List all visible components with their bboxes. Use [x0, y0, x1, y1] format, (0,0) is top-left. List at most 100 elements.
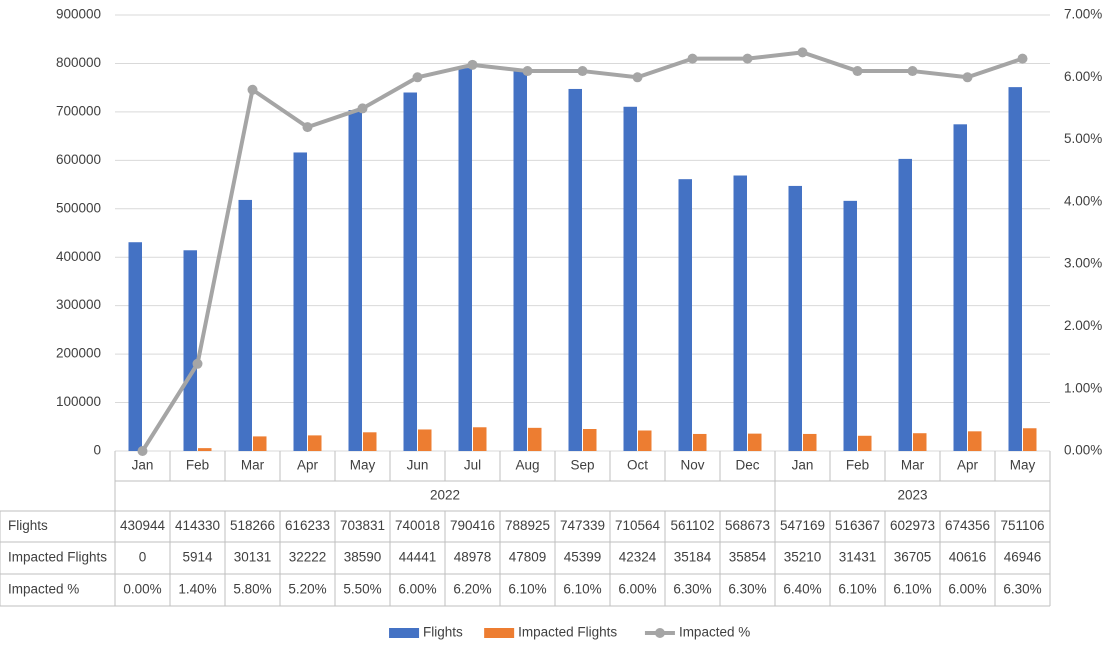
table-cell: 45399 — [564, 550, 602, 565]
line-marker — [577, 66, 588, 77]
legend-label: Impacted % — [679, 625, 750, 640]
table-cell: 788925 — [505, 518, 550, 533]
x-tick-label: Apr — [957, 458, 979, 473]
table-cell: 740018 — [395, 518, 440, 533]
y-tick-label: 300000 — [56, 297, 101, 312]
y-tick-label: 0 — [93, 443, 101, 458]
bar — [913, 433, 927, 451]
table-row-header: Impacted % — [8, 582, 79, 597]
bar — [238, 199, 252, 451]
table-cell: 5.80% — [233, 582, 271, 597]
table-cell: 0.00% — [123, 582, 161, 597]
table-cell: 747339 — [560, 518, 605, 533]
table-cell: 32222 — [289, 550, 327, 565]
table-cell: 6.10% — [838, 582, 876, 597]
x-tick-label: Sep — [570, 458, 594, 473]
bar — [293, 152, 307, 451]
table-cell: 6.10% — [893, 582, 931, 597]
bar — [748, 433, 762, 451]
bar — [733, 175, 747, 451]
y2-tick-label: 2.00% — [1064, 318, 1102, 333]
legend-label: Flights — [423, 625, 463, 640]
table-cell: 42324 — [619, 550, 657, 565]
table-cell: 6.30% — [673, 582, 711, 597]
group-label: 2023 — [897, 488, 927, 503]
bar — [898, 158, 912, 452]
bar — [363, 432, 377, 451]
table-cell: 6.10% — [563, 582, 601, 597]
table-cell: 616233 — [285, 518, 330, 533]
bar — [403, 92, 417, 452]
table-cell: 5.20% — [288, 582, 326, 597]
table-cell: 44441 — [399, 550, 437, 565]
x-tick-label: Mar — [241, 458, 265, 473]
table-cell: 710564 — [615, 518, 661, 533]
y2-tick-label: 7.00% — [1064, 7, 1102, 22]
bar — [953, 124, 967, 451]
line-marker — [632, 72, 643, 83]
table-cell: 518266 — [230, 518, 275, 533]
table-cell: 6.10% — [508, 582, 546, 597]
table-cell: 0 — [139, 550, 147, 565]
line-marker — [742, 53, 753, 64]
x-tick-label: Jan — [792, 458, 814, 473]
y2-tick-label: 1.00% — [1064, 380, 1102, 395]
y-tick-label: 400000 — [56, 249, 101, 264]
table-cell: 46946 — [1004, 550, 1042, 565]
table-cell: 602973 — [890, 518, 935, 533]
legend-swatch — [389, 628, 420, 638]
line-marker — [962, 72, 973, 83]
table-cell: 547169 — [780, 518, 825, 533]
x-tick-label: Feb — [846, 458, 869, 473]
bar — [253, 436, 267, 451]
table-cell: 430944 — [120, 518, 166, 533]
bar — [528, 427, 542, 451]
y-tick-label: 600000 — [56, 152, 101, 167]
line-marker — [302, 122, 313, 133]
table-cell: 31431 — [839, 550, 877, 565]
table-cell: 6.00% — [398, 582, 436, 597]
y-tick-label: 700000 — [56, 103, 101, 118]
table-cell: 6.00% — [618, 582, 656, 597]
x-tick-label: Feb — [186, 458, 209, 473]
line-marker — [852, 66, 863, 77]
line-marker — [797, 47, 808, 58]
table-cell: 751106 — [1000, 518, 1044, 533]
table-cell: 30131 — [234, 550, 272, 565]
x-tick-label: May — [350, 458, 376, 473]
x-tick-label: May — [1010, 458, 1036, 473]
bar — [198, 448, 212, 451]
bar — [183, 250, 197, 451]
line-marker — [192, 358, 203, 369]
x-tick-label: Jul — [464, 458, 481, 473]
y2-tick-label: 3.00% — [1064, 256, 1102, 271]
y2-tick-label: 4.00% — [1064, 193, 1102, 208]
table-cell: 40616 — [949, 550, 987, 565]
bar — [458, 68, 472, 452]
bar — [1023, 428, 1037, 451]
bar — [418, 429, 432, 451]
bar — [308, 435, 322, 451]
legend-label: Impacted Flights — [518, 625, 617, 640]
legend-swatch — [484, 628, 515, 638]
bar — [968, 431, 982, 451]
table-cell: 5.50% — [343, 582, 381, 597]
table-row-header: Flights — [8, 518, 48, 533]
group-label: 2022 — [430, 488, 460, 503]
line-marker — [137, 446, 148, 456]
bar — [803, 433, 817, 451]
table-cell: 561102 — [670, 518, 714, 533]
y-tick-label: 100000 — [56, 394, 101, 409]
table-cell: 36705 — [894, 550, 932, 565]
bar — [568, 88, 582, 451]
table-cell: 6.00% — [948, 582, 986, 597]
bar — [858, 435, 872, 451]
line-marker — [907, 66, 918, 77]
bar — [583, 429, 597, 451]
x-tick-label: Apr — [297, 458, 319, 473]
x-tick-label: Jan — [132, 458, 154, 473]
bar — [473, 427, 487, 451]
line-marker — [687, 53, 698, 64]
table-cell: 38590 — [344, 550, 382, 565]
bar — [513, 68, 527, 452]
